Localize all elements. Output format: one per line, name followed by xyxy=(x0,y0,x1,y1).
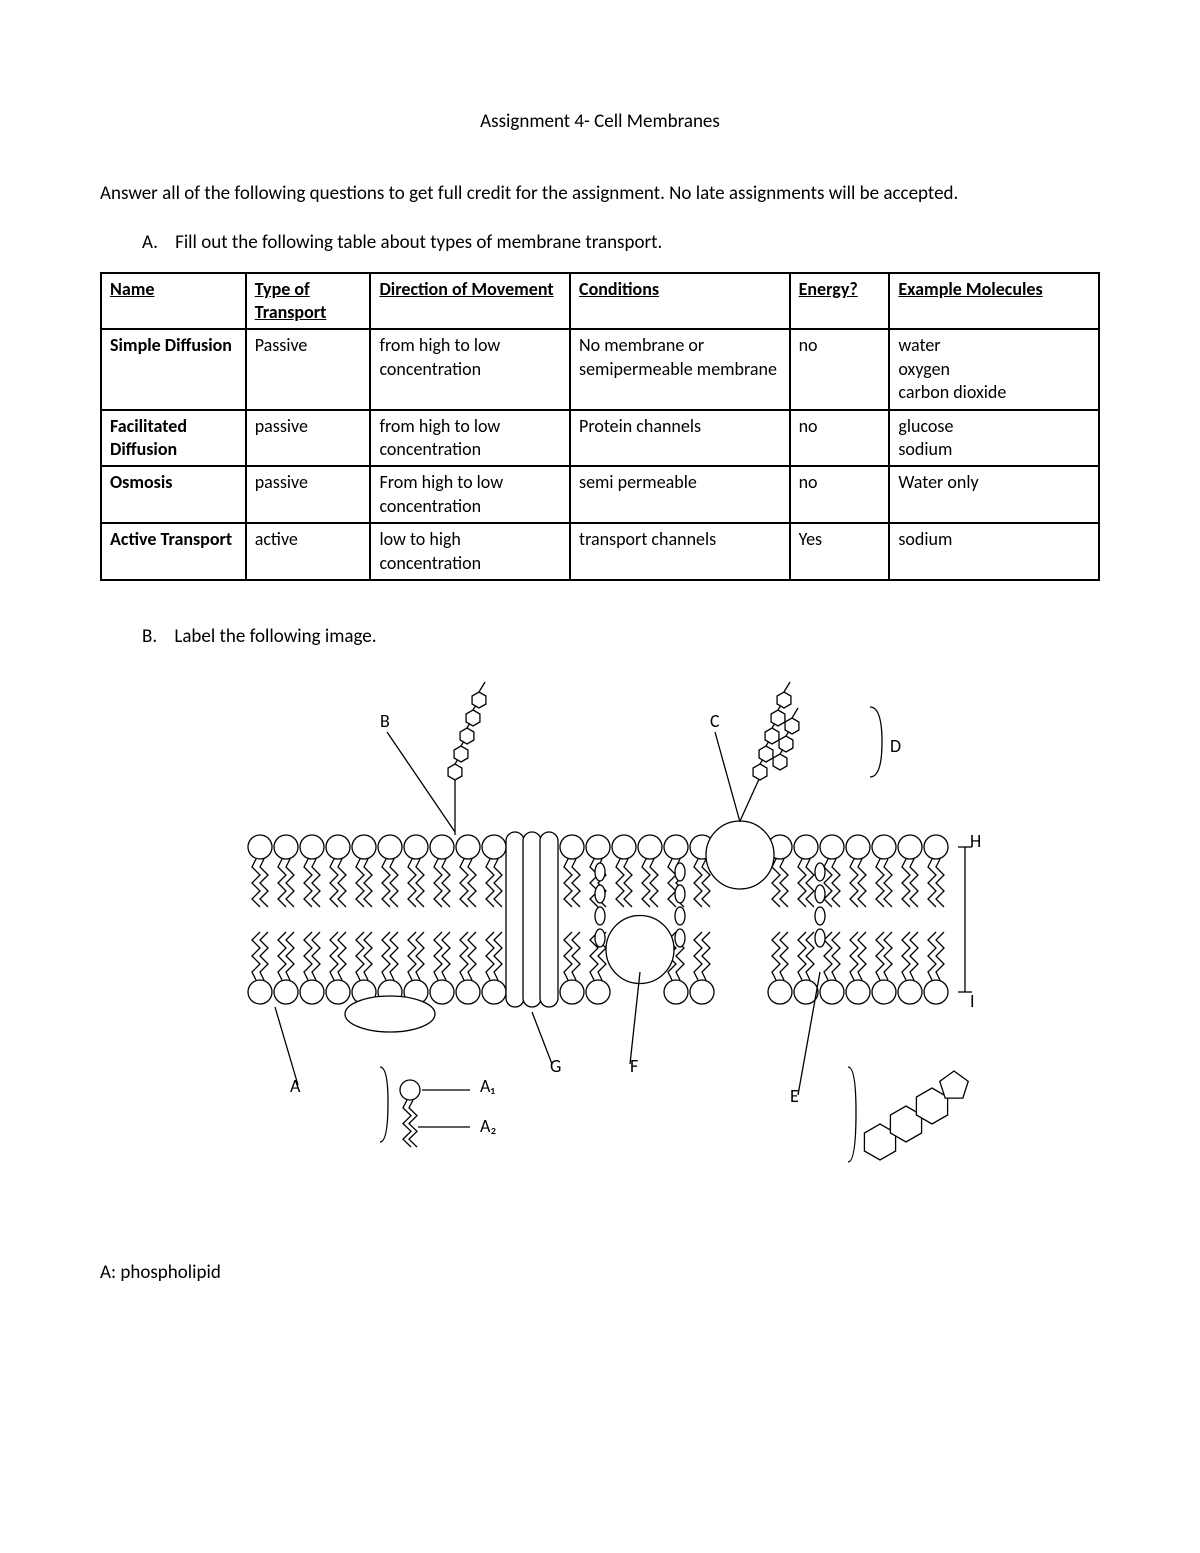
cell-name: Active Transport xyxy=(101,523,246,580)
table-row: OsmosispassiveFrom high to low concentra… xyxy=(101,466,1099,523)
cell-direction: From high to low concentration xyxy=(370,466,570,523)
table-row: Facilitated Diffusionpassivefrom high to… xyxy=(101,410,1099,467)
cell-type: active xyxy=(246,523,371,580)
cell-examples: wateroxygencarbon dioxide xyxy=(889,329,1099,409)
answer-a-text: A: phospholipid xyxy=(100,1261,1100,1284)
svg-text:A: A xyxy=(290,1075,301,1097)
th-examples: Example Molecules xyxy=(889,273,1099,330)
th-conditions: Conditions xyxy=(570,273,790,330)
cell-energy: Yes xyxy=(790,523,890,580)
th-direction: Direction of Movement xyxy=(370,273,570,330)
svg-text:A₁: A₁ xyxy=(480,1075,495,1097)
worksheet-page: Assignment 4- Cell Membranes Answer all … xyxy=(0,0,1200,1553)
diagram-container: A A₁ A₂ B C D E F G H I xyxy=(100,672,1100,1217)
cell-conditions: transport channels xyxy=(570,523,790,580)
section-a-letter: A. xyxy=(142,231,158,254)
svg-text:E: E xyxy=(790,1085,799,1107)
cell-direction: from high to low concentration xyxy=(370,410,570,467)
cell-name: Simple Diffusion xyxy=(101,329,246,409)
svg-text:I: I xyxy=(970,990,975,1012)
svg-text:B: B xyxy=(380,710,390,732)
svg-text:C: C xyxy=(710,710,720,732)
cell-name: Osmosis xyxy=(101,466,246,523)
th-energy: Energy? xyxy=(790,273,890,330)
cell-energy: no xyxy=(790,466,890,523)
cell-examples: Water only xyxy=(889,466,1099,523)
th-type: Type of Transport xyxy=(246,273,371,330)
instructions-text: Answer all of the following questions to… xyxy=(100,181,1100,207)
section-a-text: Fill out the following table about types… xyxy=(175,231,662,254)
svg-text:F: F xyxy=(630,1055,638,1077)
cell-direction: low to high concentration xyxy=(370,523,570,580)
membrane-diagram: A A₁ A₂ B C D E F G H I xyxy=(180,672,1020,1212)
cell-conditions: semi permeable xyxy=(570,466,790,523)
section-b-letter: B. xyxy=(142,625,157,648)
cell-type: Passive xyxy=(246,329,371,409)
svg-text:D: D xyxy=(890,735,901,757)
cell-examples: sodium xyxy=(889,523,1099,580)
th-name: Name xyxy=(101,273,246,330)
page-title: Assignment 4- Cell Membranes xyxy=(100,110,1100,133)
svg-text:G: G xyxy=(550,1055,561,1077)
cell-type: passive xyxy=(246,410,371,467)
cell-energy: no xyxy=(790,329,890,409)
table-header-row: Name Type of Transport Direction of Move… xyxy=(101,273,1099,330)
section-a-prompt: A. Fill out the following table about ty… xyxy=(142,231,1100,254)
cell-conditions: No membrane or semipermeable membrane xyxy=(570,329,790,409)
cell-direction: from high to low concentration xyxy=(370,329,570,409)
svg-text:H: H xyxy=(970,830,981,852)
cell-name: Facilitated Diffusion xyxy=(101,410,246,467)
transport-table: Name Type of Transport Direction of Move… xyxy=(100,272,1100,581)
svg-text:A₂: A₂ xyxy=(480,1115,496,1137)
table-row: Simple DiffusionPassivefrom high to low … xyxy=(101,329,1099,409)
section-b-prompt: B. Label the following image. xyxy=(142,625,1100,648)
cell-energy: no xyxy=(790,410,890,467)
table-row: Active Transportactivelow to high concen… xyxy=(101,523,1099,580)
cell-conditions: Protein channels xyxy=(570,410,790,467)
cell-examples: glucosesodium xyxy=(889,410,1099,467)
cell-type: passive xyxy=(246,466,371,523)
section-b-text: Label the following image. xyxy=(174,625,376,648)
